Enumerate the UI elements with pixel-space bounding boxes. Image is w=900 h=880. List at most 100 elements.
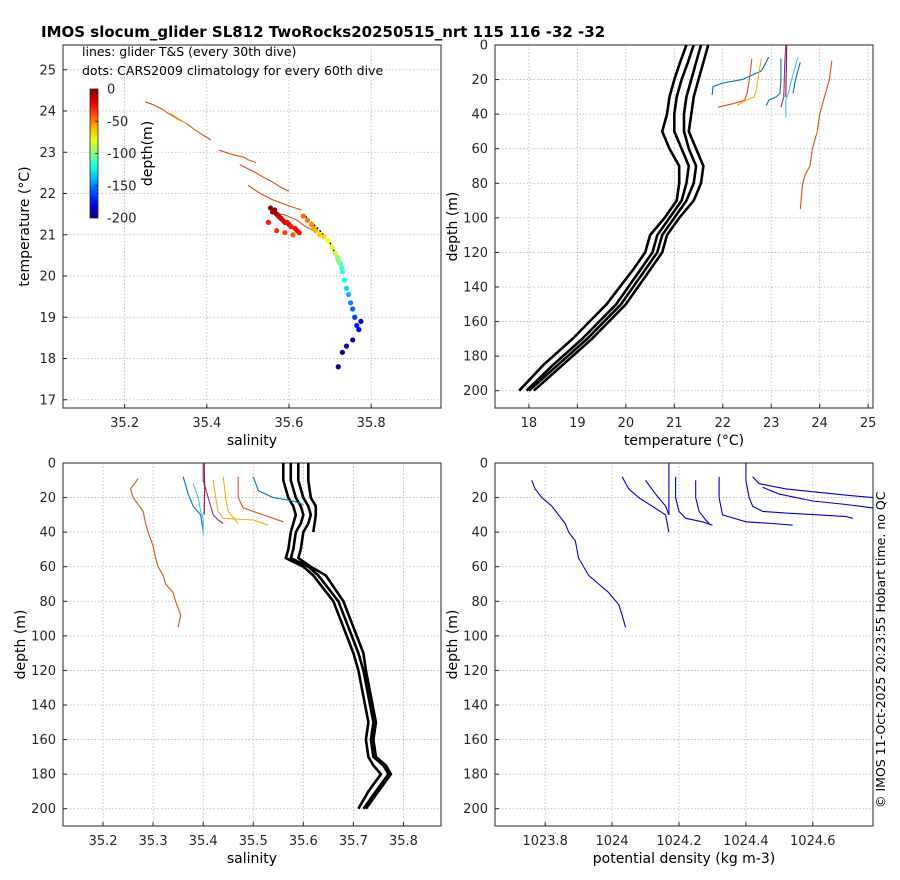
glider-profile-line (531, 480, 627, 628)
glider-profile-line (130, 478, 182, 628)
y-tick-label: 200 (463, 384, 488, 399)
colorbar-label: depth(m) (140, 121, 156, 186)
y-tick-label: 21 (39, 228, 56, 243)
y-tick-label: 22 (39, 187, 56, 202)
y-tick-label: 140 (463, 699, 488, 714)
glider-profile-line (222, 476, 239, 524)
plot-area (495, 45, 873, 408)
y-tick-label: 0 (480, 39, 488, 54)
x-tick-label: 1024.2 (656, 834, 702, 849)
y-tick-label: 17 (39, 393, 56, 408)
climatology-point (350, 306, 356, 312)
axes-box (62, 462, 442, 827)
y-tick-label: 60 (471, 142, 488, 157)
y-tick-label: 40 (471, 526, 488, 541)
axes-box (494, 44, 874, 409)
climatology-point (282, 230, 288, 236)
panel-temp_depth: 18 19 20 21 22 23 24 25 0 20 40 60 80 100 120 140 160 180… (445, 39, 876, 450)
climatology-point (274, 228, 280, 234)
climatology-point (288, 223, 294, 230)
x-axis-label: potential density (kg m-3) (593, 851, 775, 867)
glider-profile-line (785, 56, 799, 118)
y-axis-label: depth (m) (445, 192, 461, 262)
x-tick-label: 1023.8 (522, 834, 568, 849)
x-tick-label: 21 (666, 416, 683, 431)
plot-area (63, 45, 441, 408)
x-axis-label: salinity (227, 851, 277, 867)
x-tick-label: 24 (811, 416, 828, 431)
axes-box (62, 44, 442, 409)
climatology-point (290, 232, 296, 238)
y-tick-label: 19 (39, 311, 56, 326)
climatology-point (308, 221, 315, 228)
y-tick-label: 120 (463, 664, 488, 679)
y-tick-label: 180 (31, 768, 56, 783)
climatology-point (339, 269, 345, 275)
glider-profile-line (695, 480, 710, 524)
y-tick-label: 80 (471, 595, 488, 610)
y-axis-label: depth (m) (445, 610, 461, 680)
climatology-point (352, 314, 358, 320)
y-tick-label: 160 (463, 315, 488, 330)
climatology-profile-line (289, 463, 390, 810)
colorbar-tick-label: -200 (107, 212, 137, 227)
colorbar-tick-label: -50 (107, 115, 128, 130)
y-tick-label: 200 (463, 802, 488, 817)
y-tick-label: 180 (463, 768, 488, 783)
x-tick-label: 35.6 (289, 834, 318, 849)
x-tick-label: 35.2 (89, 834, 118, 849)
y-tick-label: 80 (471, 177, 488, 192)
glider-profile-line (621, 476, 670, 533)
glider-profile-line (182, 476, 204, 533)
climatology-point (356, 327, 362, 333)
x-tick-label: 19 (569, 416, 586, 431)
glider-profile-line (645, 479, 670, 516)
plot-area (63, 463, 441, 826)
climatology-point (317, 232, 323, 238)
y-tick-label: 80 (39, 595, 56, 610)
timestamp-note: © IMOS 11-Oct-2025 20:23:55 Hobart time.… (873, 491, 888, 808)
panel-ts: 35.2 35.4 35.6 35.8 17 18 19 20 21 22 23 24 25 salini… (17, 44, 442, 449)
climatology-point (343, 343, 350, 349)
glider-profile-line (239, 164, 290, 192)
y-tick-label: 40 (39, 526, 56, 541)
y-tick-label: 20 (39, 270, 56, 285)
glider-profile-line (752, 476, 874, 499)
glider-profile-line (736, 58, 763, 106)
climatology-point (343, 285, 350, 291)
colorbar: 0 -50 -100 -150 -200 depth(m) (89, 83, 156, 227)
climatology-point (332, 250, 338, 256)
climatology-point (348, 300, 354, 306)
climatology-profile-line (518, 44, 688, 392)
climatology-point (321, 234, 327, 240)
climatology-point (269, 209, 276, 215)
colorbar-tick-label: 0 (107, 83, 115, 98)
legend-dots-text: dots: CARS2009 climatology for every 60t… (82, 63, 383, 78)
climatology-point (337, 261, 343, 267)
x-tick-label: 20 (618, 416, 635, 431)
climatology-point (345, 291, 352, 298)
y-tick-label: 140 (463, 281, 488, 296)
y-tick-label: 160 (31, 733, 56, 748)
y-tick-label: 120 (31, 664, 56, 679)
climatology-point (335, 364, 341, 370)
glider-profile-line (762, 486, 874, 509)
climatology-profile-line (296, 463, 393, 810)
climatology-point (313, 228, 319, 234)
panel-sal_depth: 35.2 35.3 35.4 35.5 35.6 35.7 35.8 0 20 40 60 80 100… (13, 457, 442, 867)
y-tick-label: 0 (480, 457, 488, 472)
y-tick-label: 18 (39, 352, 56, 367)
y-tick-label: 23 (39, 146, 56, 161)
glider-profile-line (765, 58, 782, 106)
climatology-point (354, 322, 360, 329)
x-tick-label: 35.3 (139, 834, 168, 849)
x-tick-label: 23 (763, 416, 780, 431)
x-tick-label: 25 (860, 416, 877, 431)
x-tick-label: 18 (521, 416, 538, 431)
glider-profile-line (237, 476, 284, 523)
climatology-profile-line (528, 44, 703, 392)
y-tick-label: 40 (471, 108, 488, 123)
x-tick-label: 1024.4 (723, 834, 769, 849)
glider-profile-line (218, 149, 257, 164)
